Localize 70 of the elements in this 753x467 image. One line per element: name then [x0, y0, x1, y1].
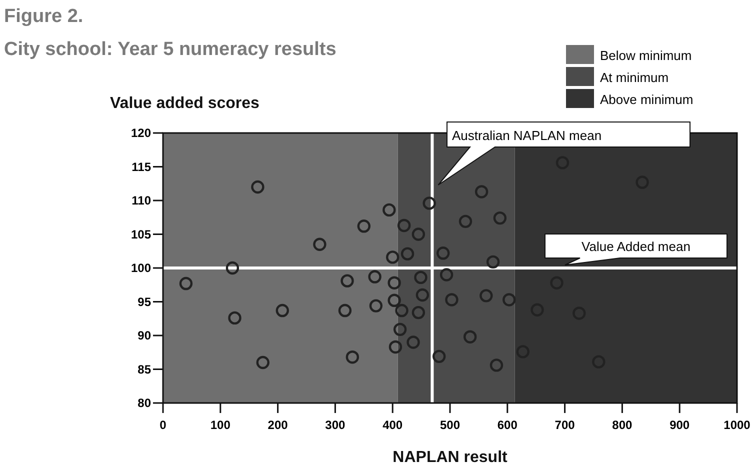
y-tick-label: 105 [130, 227, 152, 242]
point [395, 304, 408, 318]
legend-label: Above minimum [600, 92, 694, 107]
point [388, 276, 401, 290]
point [256, 356, 270, 370]
chart-title: Figure 2. [4, 6, 84, 27]
x-tick-label: 800 [612, 418, 633, 432]
point [440, 268, 454, 282]
point [436, 246, 450, 260]
point [463, 330, 477, 344]
y-tick-label: 115 [132, 160, 152, 174]
x-tick-label: 700 [554, 418, 576, 432]
x-tick-label: 500 [440, 418, 460, 432]
point [502, 293, 516, 306]
point [346, 350, 360, 364]
x-tick-label: 400 [382, 418, 403, 432]
point [493, 211, 507, 225]
point [386, 250, 400, 264]
point [382, 203, 396, 217]
x-tick-label: 200 [268, 418, 288, 432]
point [340, 274, 354, 288]
point [388, 294, 401, 307]
y-tick-label: 110 [132, 194, 152, 208]
point [251, 180, 264, 194]
point [179, 276, 193, 290]
x-tick-label: 600 [497, 418, 518, 432]
x-tick-label: 0 [160, 418, 167, 432]
point [368, 270, 382, 284]
point [369, 299, 383, 312]
point [486, 255, 500, 269]
point [414, 270, 428, 284]
point [474, 185, 488, 198]
point [228, 311, 242, 325]
x-tick-label: 1000 [724, 418, 751, 432]
y-tick-label: 80 [138, 396, 152, 410]
point [406, 336, 420, 349]
point [422, 196, 436, 210]
point [393, 322, 407, 336]
legend-label: Below minimum [600, 48, 692, 63]
point [445, 293, 458, 306]
x-axis-title: NAPLAN result [392, 449, 508, 466]
chart-subtitle: City school: Year 5 numeracy results [4, 39, 336, 60]
point [388, 340, 402, 354]
point [458, 214, 472, 228]
point [480, 289, 493, 302]
point [412, 228, 426, 241]
x-tick-label: 100 [210, 418, 231, 432]
ref-line-label: Australian NAPLAN mean [452, 128, 602, 143]
y-axis-title: Value added scores [110, 95, 260, 112]
y-tick-label: 100 [130, 261, 152, 275]
point [338, 304, 352, 318]
y-tick-label: 120 [130, 126, 152, 140]
point [516, 345, 530, 358]
point [412, 306, 426, 320]
point [490, 358, 504, 372]
x-tick-label: 900 [670, 418, 690, 432]
y-tick-label: 95 [138, 294, 152, 309]
y-tick-label: 85 [138, 362, 152, 376]
point [397, 218, 411, 232]
legend-label: At minimum [600, 70, 669, 85]
point [313, 238, 326, 251]
point [276, 304, 289, 318]
point [416, 288, 430, 302]
point [226, 261, 240, 275]
x-tick-label: 300 [325, 418, 346, 432]
y-tick-label: 90 [138, 328, 152, 342]
point [357, 220, 370, 233]
point [432, 350, 446, 364]
point [400, 247, 414, 260]
ref-line-label: Value Added mean [582, 239, 690, 254]
